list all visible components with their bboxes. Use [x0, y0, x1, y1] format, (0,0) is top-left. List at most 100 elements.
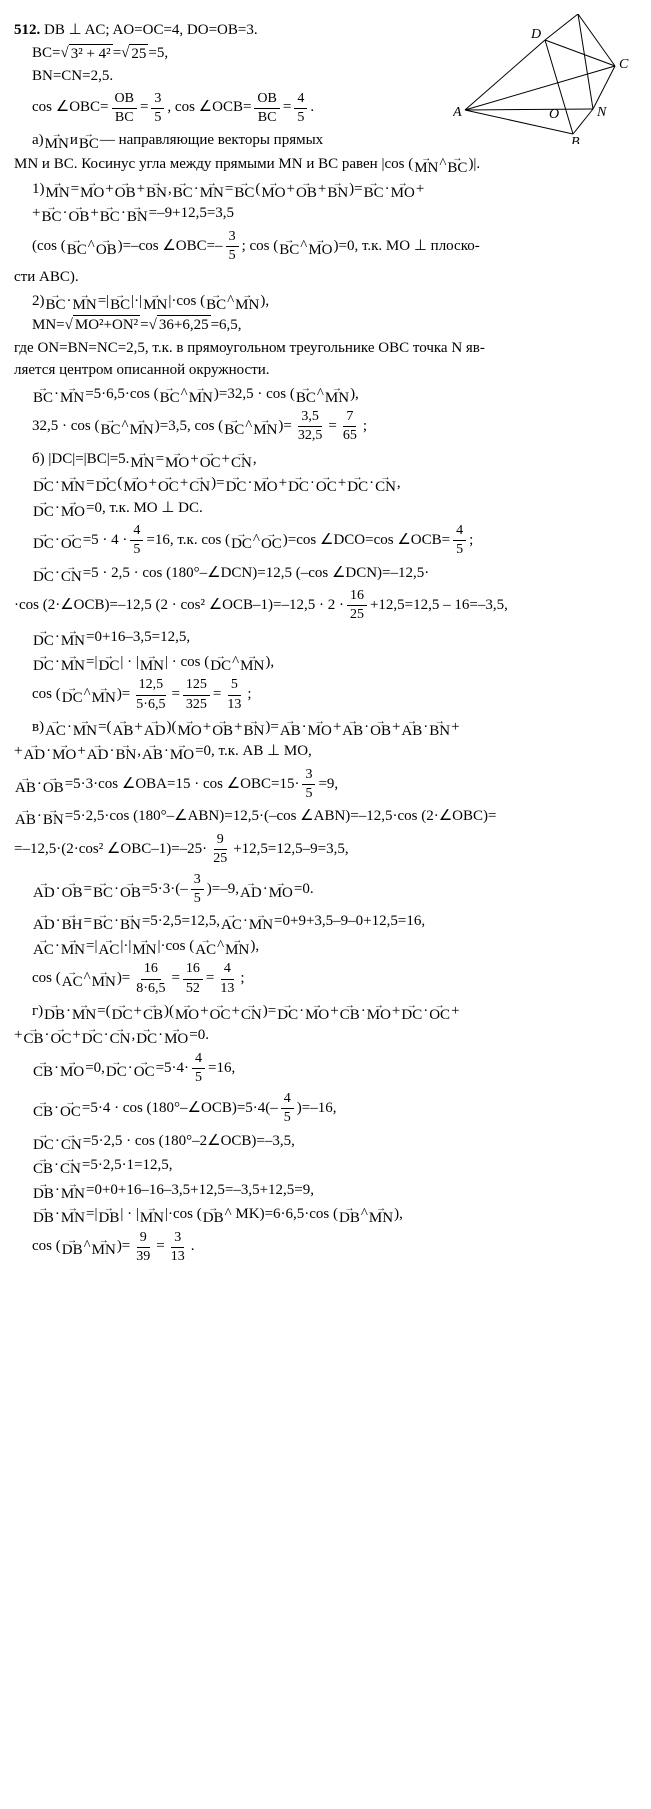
t: DC — [62, 692, 83, 706]
t: MO — [123, 481, 147, 495]
t: BC — [447, 162, 467, 176]
t: OC — [429, 1009, 450, 1023]
svg-text:N: N — [596, 105, 607, 120]
t: · — [55, 1205, 60, 1225]
t: )=3,5, cos ( — [155, 417, 223, 437]
t: = — [156, 450, 164, 470]
t: ^ — [317, 385, 324, 405]
t: — направляющие векторы прямых — [100, 131, 323, 151]
t: · — [55, 937, 60, 957]
t: BC= — [32, 44, 60, 64]
t: MN — [225, 944, 249, 958]
t: 16 — [141, 960, 161, 979]
t: OB — [62, 887, 83, 901]
t: MO — [170, 749, 194, 763]
t: 9 — [137, 1229, 150, 1248]
t: OB — [370, 725, 391, 739]
t: )= — [117, 1237, 130, 1257]
svg-text:D: D — [530, 27, 541, 42]
t: | · | — [120, 653, 139, 673]
t: =| — [86, 1205, 97, 1225]
t: )=–9, — [207, 880, 239, 900]
t: 7 — [343, 408, 356, 427]
t: BC — [101, 424, 121, 438]
t: 3 — [226, 228, 239, 247]
t: 8·6,5 — [133, 980, 168, 998]
t: 125 — [183, 676, 210, 695]
t: 325 — [183, 696, 210, 714]
t: =5 · 4 · — [83, 531, 128, 551]
t: 5 — [130, 541, 143, 559]
t: · — [66, 1002, 71, 1022]
t: =9, — [318, 775, 338, 795]
t: =5·4· — [156, 1059, 189, 1079]
t: · — [54, 1156, 59, 1176]
t: MO — [308, 244, 332, 258]
t: 16 — [347, 587, 367, 606]
t: BC — [160, 392, 180, 406]
t: =–12,5·(2·cos² ∠OBC–1)=–25· — [14, 840, 207, 860]
t: , — [131, 1026, 135, 1046]
part-b: б) |DC|=|BC|=5. — [32, 450, 129, 470]
t: 5 — [453, 541, 466, 559]
t: MN — [73, 725, 97, 739]
t: 2) — [32, 292, 45, 312]
t: )=cos ∠DCO=cos ∠OCB= — [283, 531, 450, 551]
t: BN — [127, 211, 148, 225]
t: BC — [255, 109, 280, 127]
t: ; — [247, 685, 251, 705]
t: DC — [136, 1033, 157, 1047]
t: OC — [210, 1009, 231, 1023]
t: CN — [60, 1163, 81, 1177]
t: MN — [132, 944, 156, 958]
t: OC — [158, 481, 179, 495]
t: BC — [46, 299, 66, 313]
t: · — [385, 180, 390, 200]
t: DC — [98, 660, 119, 674]
t: = — [206, 969, 214, 989]
t: AC — [62, 976, 83, 990]
t: MN — [414, 162, 438, 176]
t: BN — [429, 725, 450, 739]
t: =| — [86, 937, 97, 957]
t: + — [287, 180, 295, 200]
t: MO — [52, 749, 76, 763]
t: + — [14, 742, 22, 762]
t: DC — [33, 506, 54, 520]
t: cos ∠OBC= — [32, 98, 109, 118]
t: =5, — [148, 44, 168, 64]
svg-text:O: O — [549, 107, 559, 122]
part-a: а) — [32, 131, 44, 151]
t: BN — [115, 749, 136, 763]
t: DB ⊥ AC; AO=OC=4, DO=OB=3. — [44, 21, 258, 41]
t: · — [37, 775, 42, 795]
t: = — [156, 1237, 164, 1257]
t: DC — [33, 660, 54, 674]
t: OC — [60, 1106, 81, 1120]
problem-number: 512. — [14, 21, 40, 41]
t: MN — [235, 299, 259, 313]
t: CB — [23, 1033, 43, 1047]
t: CB — [33, 1163, 53, 1177]
t: + — [77, 742, 85, 762]
t: 5 — [191, 890, 204, 908]
t: =0. — [294, 880, 314, 900]
t: cos ( — [32, 1237, 61, 1257]
t: MO²+ON² — [73, 315, 140, 336]
t: )( — [164, 1002, 174, 1022]
t: OC — [261, 538, 282, 552]
t: DC — [347, 481, 368, 495]
t: MN — [61, 1212, 85, 1226]
t: · — [56, 912, 61, 932]
t: |·| — [131, 292, 142, 312]
t: =6,5, — [211, 316, 242, 336]
t: · — [55, 499, 60, 519]
t: 5 — [294, 109, 307, 127]
t: ( — [117, 474, 122, 494]
t: MO — [164, 1033, 188, 1047]
t: BC — [112, 109, 137, 127]
t: |·| — [120, 937, 131, 957]
t: ^ — [88, 237, 95, 257]
t: MN — [60, 392, 84, 406]
t: AD — [87, 749, 109, 763]
